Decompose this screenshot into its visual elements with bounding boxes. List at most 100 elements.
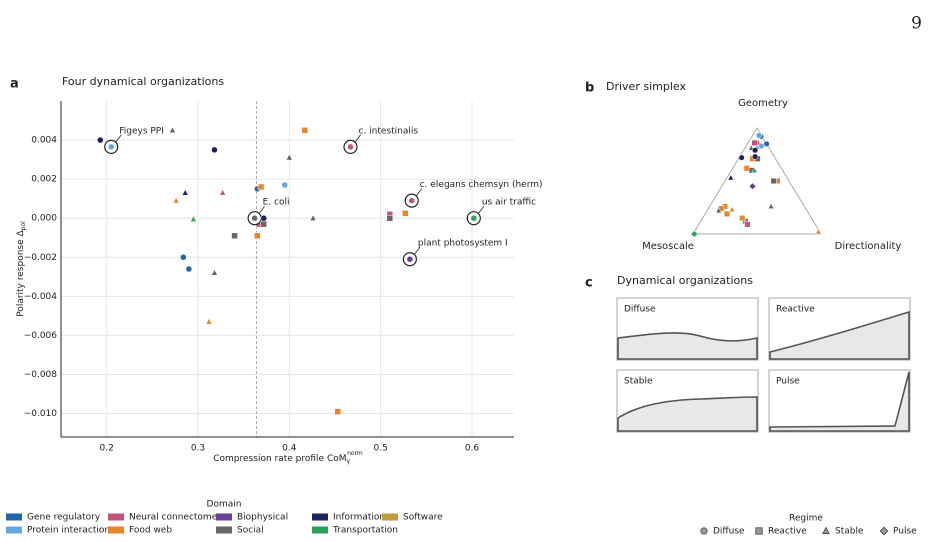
legend-label: Reactive bbox=[768, 527, 807, 537]
annotation: Figeys PPI bbox=[119, 126, 164, 136]
point bbox=[97, 136, 104, 144]
simplex-point bbox=[727, 174, 734, 181]
simplex-point bbox=[767, 202, 775, 209]
point bbox=[190, 215, 197, 222]
annotation-leader bbox=[415, 188, 423, 197]
sketch-title: Stable bbox=[624, 377, 653, 387]
simplex-point bbox=[755, 132, 762, 139]
annotation: E. coli bbox=[263, 198, 290, 208]
point bbox=[260, 220, 268, 228]
y-tick-label: −0.004 bbox=[24, 292, 58, 302]
point bbox=[285, 153, 293, 161]
simplex-point bbox=[715, 207, 722, 214]
chart-title: Dynamical organizations bbox=[617, 274, 753, 287]
annotation-leader bbox=[354, 134, 361, 144]
sketch-curve bbox=[617, 332, 758, 360]
legend-label: Information bbox=[333, 513, 385, 523]
simplex-point bbox=[690, 230, 698, 238]
legend-label: Social bbox=[237, 526, 264, 536]
legend-marker bbox=[755, 527, 763, 535]
sketch-curve bbox=[769, 310, 910, 360]
point bbox=[169, 126, 176, 133]
annotation-leader bbox=[258, 205, 265, 215]
point bbox=[406, 255, 414, 263]
simplex-point bbox=[758, 142, 765, 150]
simplex-point bbox=[763, 140, 770, 147]
point bbox=[211, 146, 218, 154]
legend-label: Stable bbox=[835, 527, 864, 537]
sketch-curve bbox=[617, 396, 758, 432]
annotation-leader bbox=[413, 246, 421, 256]
sketch-title: Reactive bbox=[776, 305, 815, 315]
simplex-frame bbox=[692, 127, 822, 235]
point bbox=[386, 214, 394, 222]
point bbox=[347, 143, 354, 151]
x-tick-label: 0.2 bbox=[100, 444, 114, 454]
simplex-point bbox=[770, 177, 777, 185]
point bbox=[257, 183, 265, 191]
legend-marker bbox=[879, 526, 889, 536]
chart-title: Driver simplex bbox=[606, 80, 686, 93]
y-axis-label-text: Polarity response Δ bbox=[16, 230, 26, 317]
x-tick-label: 0.4 bbox=[282, 444, 297, 454]
y-tick-label: −0.006 bbox=[24, 331, 58, 341]
x-axis-label-sup: norm bbox=[347, 450, 363, 457]
legend-swatch bbox=[6, 513, 22, 521]
annotation-leader bbox=[114, 134, 122, 144]
legend-swatch bbox=[312, 513, 328, 521]
point bbox=[185, 265, 193, 273]
legend-label: Diffuse bbox=[713, 527, 745, 537]
y-tick-label: 0.004 bbox=[31, 136, 57, 146]
point bbox=[211, 269, 218, 276]
x-tick-label: 0.5 bbox=[373, 444, 387, 454]
legend-title: Domain bbox=[207, 500, 242, 510]
y-tick-label: −0.008 bbox=[24, 370, 58, 380]
legend-swatch bbox=[312, 526, 328, 534]
point bbox=[219, 188, 227, 196]
point bbox=[251, 214, 258, 222]
y-axis-label: Polarity response Δpol bbox=[16, 221, 27, 317]
simplex-point bbox=[728, 206, 736, 213]
legend-label: Protein interaction bbox=[27, 526, 110, 536]
legend-swatch bbox=[108, 513, 124, 521]
point bbox=[309, 214, 317, 221]
sketch-title: Pulse bbox=[776, 377, 800, 387]
legend-label: Gene regulatory bbox=[27, 513, 101, 523]
panel-label: c bbox=[585, 276, 593, 291]
point bbox=[107, 143, 115, 151]
legend-title: Regime bbox=[789, 514, 823, 524]
annotation: plant photosystem I bbox=[418, 239, 508, 249]
simplex-point bbox=[738, 154, 745, 161]
simplex-point bbox=[815, 228, 822, 235]
legend-label: Transportation bbox=[332, 526, 398, 536]
simplex-point bbox=[748, 182, 757, 191]
point bbox=[402, 210, 409, 217]
x-axis-label-text: Compression rate profile CoM bbox=[213, 454, 346, 464]
sketch-box bbox=[768, 369, 911, 433]
page-number: 9 bbox=[911, 14, 922, 34]
sketch-curve bbox=[769, 371, 910, 432]
point bbox=[180, 254, 187, 261]
point bbox=[470, 214, 478, 222]
legend-label: Software bbox=[403, 513, 443, 523]
y-axis-label-sub: pol bbox=[20, 221, 27, 230]
simplex-point bbox=[751, 139, 758, 146]
sketch-title: Diffuse bbox=[624, 305, 656, 315]
simplex-point bbox=[752, 147, 759, 154]
chart-title: Four dynamical organizations bbox=[62, 75, 224, 88]
annotation-leader bbox=[477, 205, 485, 215]
legend-label: Neural connectome bbox=[129, 513, 218, 523]
legend-swatch bbox=[382, 513, 398, 521]
legend-marker bbox=[700, 527, 708, 535]
point bbox=[231, 232, 238, 240]
simplex-point bbox=[751, 166, 758, 173]
legend-label: Biophysical bbox=[237, 513, 288, 523]
point bbox=[281, 181, 289, 189]
legend-label: Pulse bbox=[893, 527, 917, 537]
simplex-point bbox=[739, 215, 746, 222]
simplex-point bbox=[723, 210, 730, 217]
y-tick-label: 0.002 bbox=[31, 175, 57, 185]
x-tick-label: 0.3 bbox=[191, 444, 205, 454]
point bbox=[181, 188, 189, 196]
